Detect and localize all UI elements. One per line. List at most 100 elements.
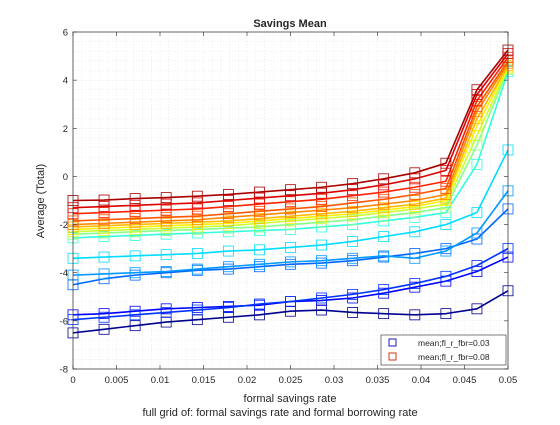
legend-label-1: mean;fl_r_fbr=0.08 [418, 352, 490, 362]
series-line-10 [72, 65, 509, 228]
series-4-marker [129, 267, 141, 279]
y-tick-label: 6 [63, 28, 68, 39]
series-12-marker [98, 214, 110, 226]
series-15-marker [347, 178, 359, 190]
series-5-marker [285, 242, 296, 253]
series-4-marker [285, 256, 296, 268]
series-line-11 [72, 62, 509, 226]
series-13-marker [254, 198, 265, 210]
y-tick-label: 2 [63, 124, 68, 135]
series-0-marker [378, 308, 390, 320]
series-line-13 [72, 56, 509, 215]
series-4-marker [440, 245, 452, 257]
series-13-marker [129, 205, 141, 217]
series-line-12 [72, 60, 509, 222]
series-5-marker [254, 244, 265, 256]
series-0-marker [440, 308, 452, 320]
series-12-marker [254, 205, 265, 217]
series-4-marker [378, 250, 390, 262]
series-14-marker [160, 198, 172, 210]
series-3-marker [471, 233, 483, 245]
series-4-marker [471, 227, 483, 239]
series-14-marker [347, 184, 359, 196]
series-15-marker [191, 190, 203, 202]
series-line-2 [72, 247, 509, 321]
x-tick-label: 0.03 [325, 375, 344, 386]
series-line-0 [72, 290, 509, 334]
series-5-marker [222, 245, 234, 257]
series-5-marker [191, 248, 203, 259]
series-2-marker [316, 292, 327, 304]
series-13-marker [222, 201, 234, 212]
series-4-marker [160, 266, 172, 277]
series-5-marker [98, 251, 110, 263]
series-5-marker [160, 249, 172, 261]
y-tick-label: 4 [63, 76, 68, 87]
series-4-marker [222, 261, 234, 273]
series-15-marker [409, 167, 421, 179]
series-2-marker [222, 302, 234, 314]
series-line-7 [72, 69, 509, 235]
series-11-marker [409, 195, 421, 206]
series-0-marker [409, 309, 421, 321]
series-14-marker [285, 190, 296, 202]
series-12-marker [129, 213, 141, 224]
series-line-14 [72, 53, 509, 209]
legend-marker-1 [388, 352, 397, 361]
series-5-marker [129, 250, 141, 262]
series-15-marker [440, 157, 452, 169]
y-tick-label: -4 [60, 268, 68, 279]
series-4-marker [254, 258, 265, 270]
series-15-marker [285, 184, 296, 196]
series-15-marker [254, 186, 265, 198]
series-2-marker [191, 304, 203, 316]
series-12-marker [440, 183, 452, 194]
series-12-marker [160, 211, 172, 223]
y-tick-label: -8 [60, 365, 68, 376]
series-0-marker [129, 320, 141, 332]
series-12-marker [347, 197, 359, 209]
series-15-marker [471, 84, 483, 96]
series-13-marker [409, 181, 421, 193]
series-15-marker [129, 193, 141, 204]
series-13-marker [440, 175, 452, 187]
series-4-marker [98, 268, 110, 280]
series-2-marker [409, 278, 421, 289]
series-15-marker [160, 192, 172, 204]
x-tick-label: 0.02 [238, 375, 257, 386]
series-12-marker [191, 210, 203, 222]
series-2-marker [98, 311, 110, 323]
x-tick-label: 0 [70, 375, 75, 386]
series-line-3 [72, 208, 509, 286]
series-4-marker [347, 252, 359, 264]
series-0-marker [471, 303, 483, 315]
series-2-marker [254, 298, 265, 310]
series-4-marker [316, 255, 327, 267]
x-tick-label: 0.025 [279, 375, 303, 386]
series-13-marker [285, 196, 296, 208]
series-2-marker [378, 284, 390, 295]
series-5-marker [409, 226, 421, 238]
series-12-marker [316, 201, 327, 212]
x-tick-label: 0.005 [105, 375, 129, 386]
series-12-marker [285, 203, 296, 215]
series-14-marker [98, 201, 110, 212]
series-12-marker [378, 193, 390, 205]
legend-box [380, 334, 507, 366]
series-14-marker [191, 197, 203, 209]
series-12-marker [409, 189, 421, 200]
y-tick-label: -6 [60, 316, 68, 327]
series-5-marker [378, 231, 390, 243]
series-14-marker [316, 187, 327, 199]
series-14-marker [254, 192, 265, 204]
x-tick-label: 0.015 [192, 375, 216, 386]
series-15-marker [378, 173, 390, 185]
x-tick-label: 0.04 [412, 375, 431, 386]
series-6-marker [471, 158, 483, 170]
legend: mean;fl_r_fbr=0.03 mean;fl_r_fbr=0.08 [380, 334, 507, 366]
x-tick-label: 0.01 [151, 375, 170, 386]
series-13-marker [98, 207, 110, 218]
series-0-marker [347, 307, 359, 318]
